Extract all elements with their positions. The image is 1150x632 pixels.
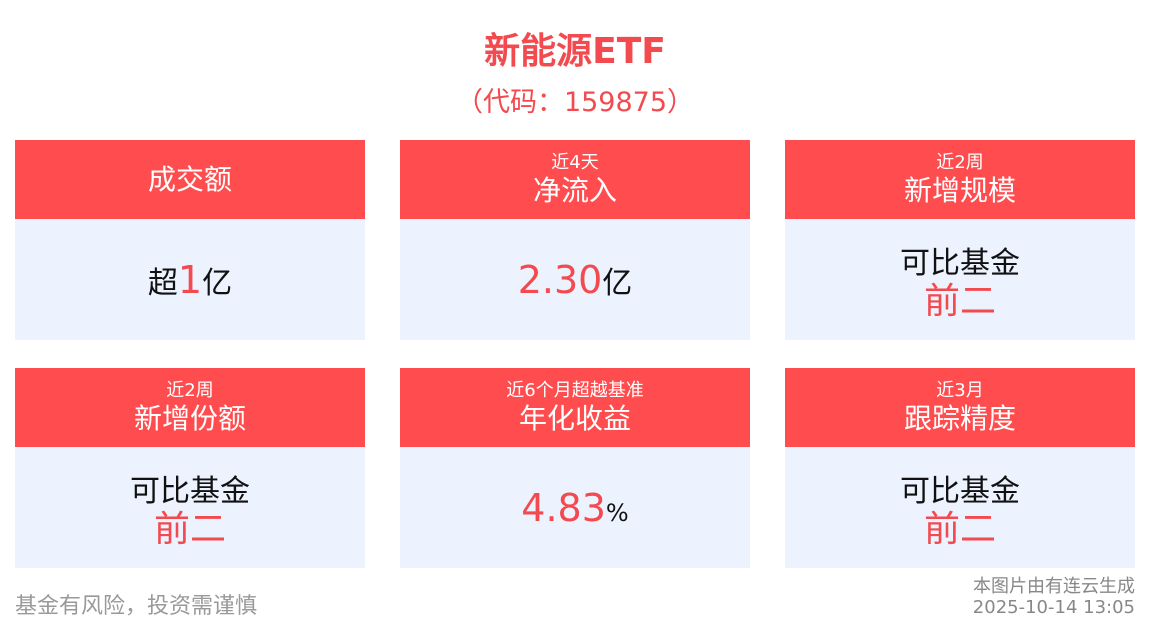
card-tracking-accuracy: 近3月 跟踪精度 可比基金 前二 bbox=[785, 368, 1135, 568]
timestamp: 2025-10-14 13:05 bbox=[972, 597, 1135, 618]
card-title: 跟踪精度 bbox=[903, 401, 1016, 435]
value-unit: % bbox=[605, 498, 629, 527]
card-subtitle: 近2周 bbox=[166, 379, 214, 401]
card-subtitle: 近4天 bbox=[551, 151, 599, 173]
comparison-label: 可比基金 bbox=[130, 473, 250, 509]
card-title: 成交额 bbox=[147, 162, 232, 196]
card-turnover: 成交额 超1亿 bbox=[15, 140, 365, 340]
value-unit: 亿 bbox=[202, 265, 233, 301]
footer-source: 本图片由有连云生成 2025-10-14 13:05 bbox=[973, 576, 1135, 618]
risk-disclaimer: 基金有风险，投资需谨慎 bbox=[15, 594, 258, 619]
card-body: 4.83% bbox=[400, 447, 750, 568]
card-new-shares: 近2周 新增份额 可比基金 前二 bbox=[15, 368, 365, 568]
card-header: 近2周 新增规模 bbox=[785, 140, 1135, 219]
comparison-label: 可比基金 bbox=[900, 245, 1020, 281]
card-annual-return: 近6个月超越基准 年化收益 4.83% bbox=[400, 368, 750, 568]
source-text: 本图片由有连云生成 bbox=[973, 576, 1135, 597]
rank-value: 前二 bbox=[153, 508, 226, 550]
rank-value: 前二 bbox=[923, 280, 996, 322]
value: 2.30 bbox=[517, 257, 603, 302]
card-body: 可比基金 前二 bbox=[785, 447, 1135, 568]
card-subtitle: 近6个月超越基准 bbox=[506, 379, 644, 401]
value-unit: 亿 bbox=[602, 265, 633, 301]
card-new-scale: 近2周 新增规模 可比基金 前二 bbox=[785, 140, 1135, 340]
card-title: 净流入 bbox=[532, 173, 617, 207]
value-prefix: 超 bbox=[147, 265, 178, 301]
card-header: 近2周 新增份额 bbox=[15, 368, 365, 447]
card-subtitle: 近2周 bbox=[936, 151, 984, 173]
value: 1 bbox=[177, 257, 203, 302]
card-title: 新增份额 bbox=[133, 401, 246, 435]
card-header: 近3月 跟踪精度 bbox=[785, 368, 1135, 447]
card-body: 可比基金 前二 bbox=[785, 219, 1135, 340]
page-title: 新能源ETF bbox=[484, 31, 666, 72]
card-header: 成交额 bbox=[15, 140, 365, 219]
comparison-label: 可比基金 bbox=[900, 473, 1020, 509]
card-subtitle: 近3月 bbox=[936, 379, 984, 401]
card-net-inflow: 近4天 净流入 2.30亿 bbox=[400, 140, 750, 340]
card-title: 新增规模 bbox=[903, 173, 1016, 207]
card-title: 年化收益 bbox=[518, 401, 631, 435]
card-body: 可比基金 前二 bbox=[15, 447, 365, 568]
rank-value: 前二 bbox=[923, 508, 996, 550]
fund-code: （代码：159875） bbox=[455, 87, 695, 118]
card-header: 近6个月超越基准 年化收益 bbox=[400, 368, 750, 447]
card-body: 超1亿 bbox=[15, 219, 365, 340]
card-body: 2.30亿 bbox=[400, 219, 750, 340]
value: 4.83 bbox=[521, 485, 606, 530]
card-header: 近4天 净流入 bbox=[400, 140, 750, 219]
